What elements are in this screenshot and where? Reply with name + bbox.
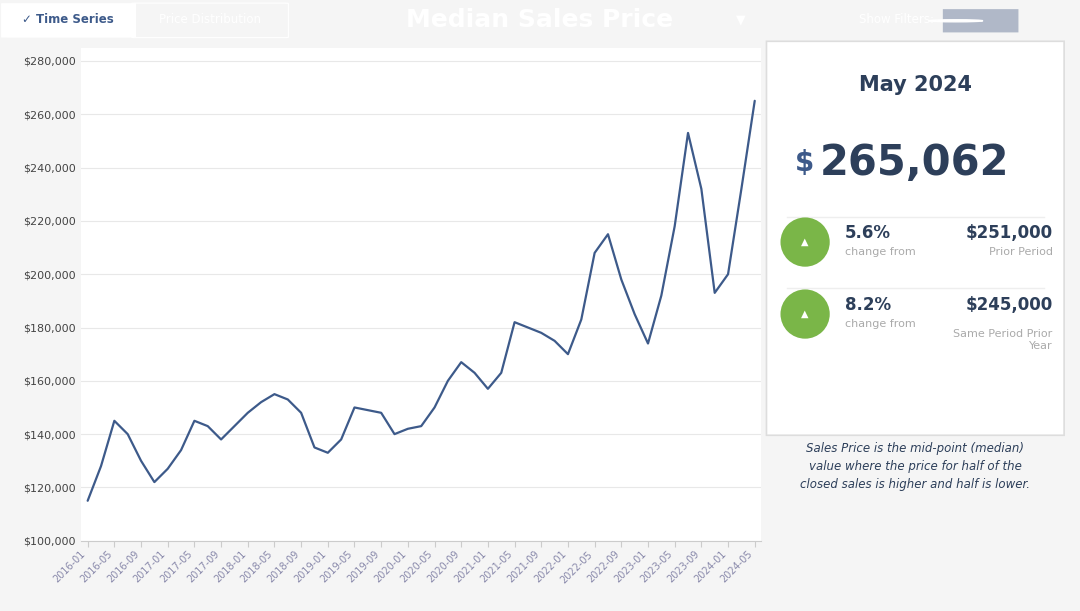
Text: $245,000: $245,000: [966, 296, 1053, 313]
Text: May 2024: May 2024: [859, 75, 972, 95]
Ellipse shape: [781, 290, 829, 338]
Text: 5.6%: 5.6%: [846, 224, 891, 241]
Text: $: $: [795, 148, 814, 177]
Text: Price Distribution: Price Distribution: [159, 13, 260, 26]
Text: Median Sales Price: Median Sales Price: [406, 8, 674, 32]
Text: change from: change from: [846, 247, 916, 257]
Text: ✓ Time Series: ✓ Time Series: [23, 13, 113, 26]
Text: 8.2%: 8.2%: [846, 296, 891, 313]
Text: ▲: ▲: [801, 309, 809, 319]
Circle shape: [929, 20, 983, 22]
Text: Show Filters:: Show Filters:: [860, 13, 934, 26]
FancyBboxPatch shape: [1, 3, 136, 38]
Text: ▼: ▼: [737, 13, 745, 26]
Text: Sales Price is the mid-point (median)
value where the price for half of the
clos: Sales Price is the mid-point (median) va…: [800, 442, 1030, 491]
Text: $251,000: $251,000: [966, 224, 1053, 241]
Text: Prior Period: Prior Period: [988, 247, 1053, 257]
Ellipse shape: [781, 218, 829, 267]
Text: change from: change from: [846, 318, 916, 329]
FancyBboxPatch shape: [767, 42, 1064, 435]
FancyBboxPatch shape: [943, 9, 1018, 32]
Text: 265,062: 265,062: [820, 142, 1009, 183]
Text: ▲: ▲: [801, 237, 809, 247]
Text: Same Period Prior
Year: Same Period Prior Year: [954, 329, 1053, 351]
